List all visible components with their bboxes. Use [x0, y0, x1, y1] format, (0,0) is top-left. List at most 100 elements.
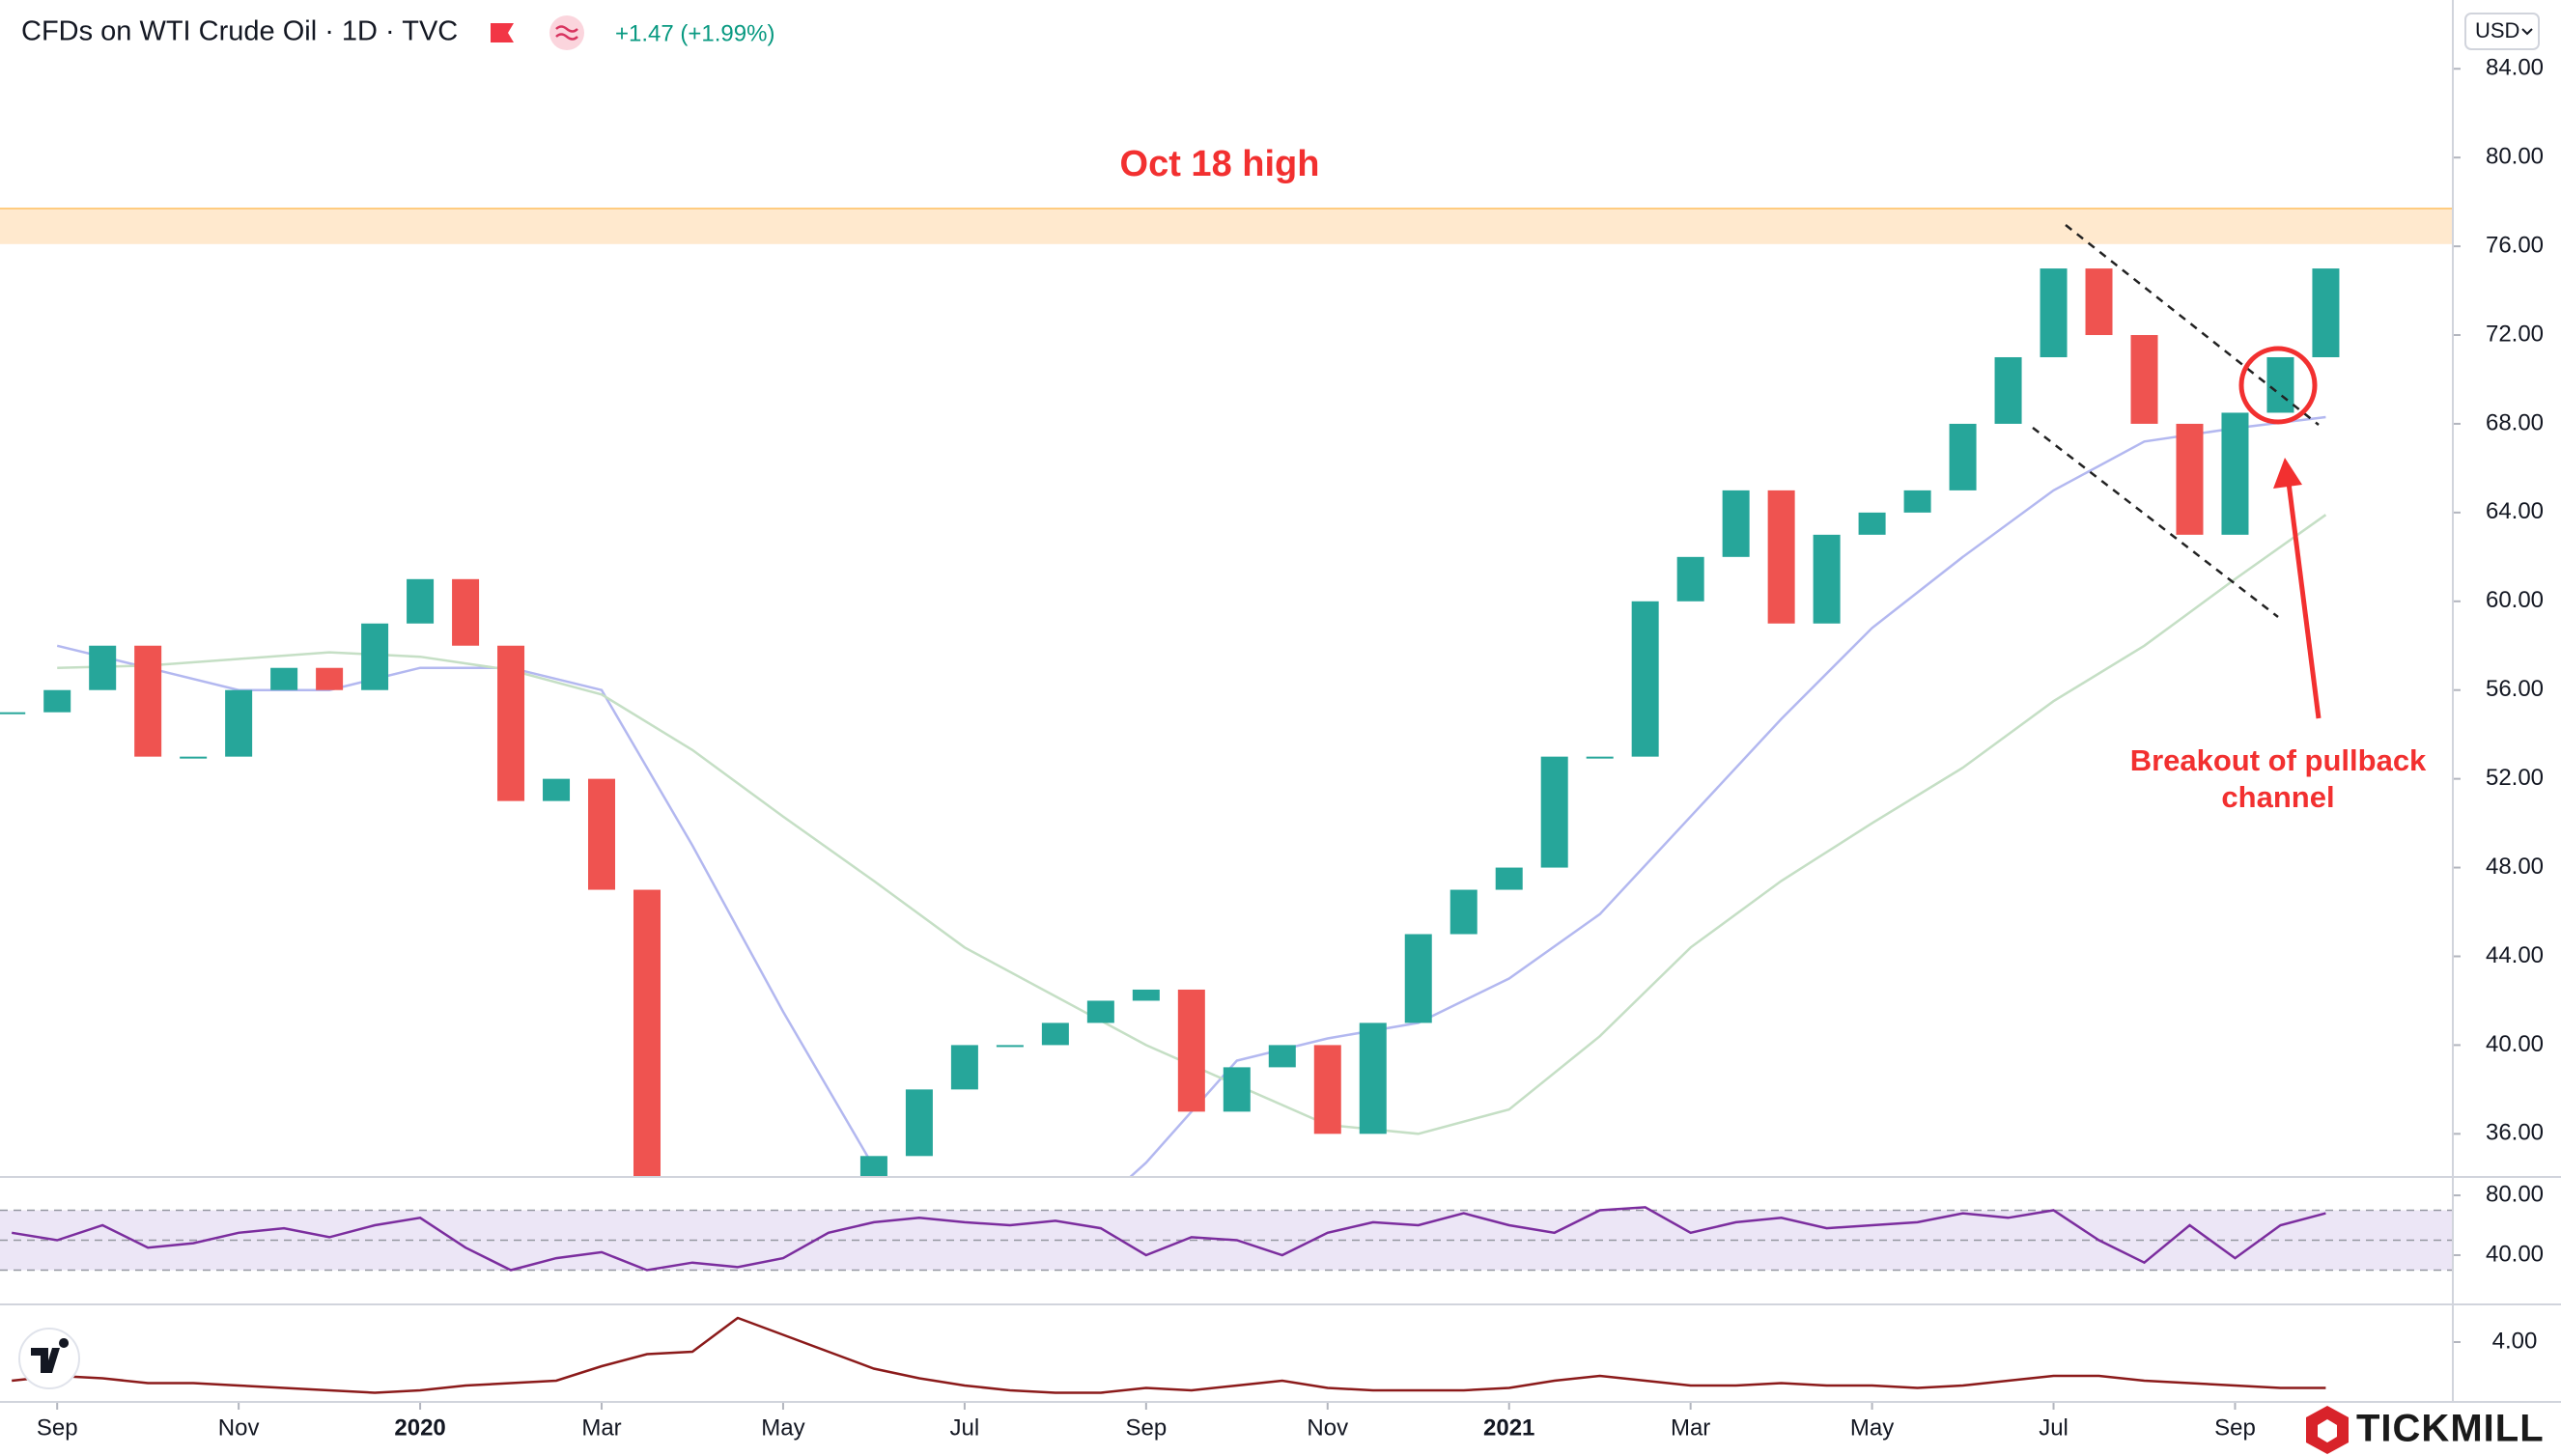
candle [2266, 356, 2294, 413]
candle [1449, 889, 1478, 935]
candle [2221, 412, 2249, 535]
candle [134, 645, 162, 757]
indicator-icon[interactable] [549, 15, 584, 50]
candle [905, 1089, 933, 1157]
x-tick-label: Nov [1307, 1414, 1348, 1441]
candle [43, 689, 71, 713]
y-tick-label: 52.00 [2486, 765, 2544, 791]
candle [1313, 1045, 1341, 1134]
x-tick-label: Jul [950, 1414, 980, 1441]
candle [1495, 867, 1523, 890]
indicator-line [12, 1316, 2326, 1394]
y-tick-label: 76.00 [2486, 232, 2544, 258]
y-tick-label: 48.00 [2486, 854, 2544, 880]
indicator-glyph [555, 25, 578, 41]
x-tick-label: May [1850, 1414, 1894, 1441]
price-pane [0, 208, 2453, 1176]
candle [316, 667, 344, 690]
candle [859, 1156, 887, 1176]
y-tick-label: 72.00 [2486, 321, 2544, 347]
candle [361, 623, 389, 690]
x-tick-label: Sep [1125, 1414, 1167, 1441]
candle [1676, 556, 1704, 602]
candle [1404, 934, 1432, 1023]
candle [2176, 423, 2204, 535]
candle [1086, 1000, 1114, 1023]
rsi-pane [0, 1206, 2453, 1272]
header: CFDs on WTI Crude Oil · 1D · TVC +1.47 (… [21, 13, 2540, 50]
brand: TICKMILL [2306, 1406, 2545, 1454]
y-tick-label: 40.00 [2486, 1241, 2544, 1267]
indicator-pane [12, 1316, 2326, 1394]
candle [2040, 268, 2068, 357]
tradingview-logo [18, 1328, 80, 1389]
candle [1949, 423, 1977, 490]
y-tick-label: 44.00 [2486, 942, 2544, 968]
brand-icon-inner [2318, 1419, 2337, 1442]
candle [225, 689, 253, 757]
candle [1359, 1022, 1387, 1134]
x-tick-label: Nov [218, 1414, 260, 1441]
candle [1903, 490, 1931, 513]
candle [407, 578, 435, 624]
candle [2312, 268, 2340, 357]
x-tick-label: Sep [2214, 1414, 2256, 1441]
x-tick-label: Sep [37, 1414, 78, 1441]
y-tick-label: 80.00 [2486, 144, 2544, 170]
candle [1132, 989, 1160, 1001]
arrow-head [2273, 458, 2302, 489]
x-tick-label: 2020 [394, 1414, 445, 1441]
y-tick-label: 4.00 [2492, 1328, 2538, 1354]
candle [996, 1045, 1024, 1048]
candle [1268, 1045, 1296, 1068]
x-tick-label: Jul [2039, 1414, 2068, 1441]
x-tick-label: 2021 [1483, 1414, 1534, 1441]
y-tick-label: 36.00 [2486, 1120, 2544, 1146]
symbol-title: CFDs on WTI Crude Oil · 1D · TVC [21, 16, 458, 47]
candle [1813, 534, 1841, 624]
x-tick-label: May [761, 1414, 804, 1441]
candle [497, 645, 525, 801]
y-tick-label: 60.00 [2486, 587, 2544, 613]
y-tick-label: 40.00 [2486, 1031, 2544, 1057]
note-line: Breakout of pullback [2130, 743, 2427, 777]
candle [633, 889, 661, 1176]
arrow-shaft [2286, 482, 2322, 719]
candle [950, 1045, 978, 1090]
y-tick-label: 56.00 [2486, 676, 2544, 702]
candle [543, 778, 571, 801]
candle [1540, 756, 1568, 868]
band-label: Oct 18 high [1120, 144, 1320, 184]
candle [452, 578, 480, 646]
candle [270, 667, 298, 690]
breakout-circle [2238, 346, 2318, 425]
y-tick-label: 80.00 [2486, 1181, 2544, 1207]
logo-glyph [31, 1338, 70, 1373]
candle [1041, 1022, 1069, 1046]
annotations: Oct 18 high Breakout of pullback channel [1120, 144, 2428, 814]
y-tick-label: 84.00 [2486, 55, 2544, 81]
currency-button[interactable] [2464, 13, 2540, 50]
flag-icon[interactable] [491, 23, 514, 42]
y-tick-label: 68.00 [2486, 409, 2544, 435]
candle [89, 645, 117, 690]
candle [588, 778, 616, 890]
candle [1586, 756, 1614, 759]
note-line: channel [2221, 780, 2334, 814]
y-tick-label: 64.00 [2486, 498, 2544, 524]
x-tick-label: Mar [581, 1414, 621, 1441]
candle [1631, 601, 1659, 757]
candle [0, 712, 26, 714]
indicator-line [11, 1206, 2326, 1272]
brand-name: TICKMILL [2356, 1408, 2545, 1450]
candle [180, 756, 208, 759]
candle [1223, 1067, 1251, 1112]
candle [1722, 490, 1750, 557]
x-tick-label: Mar [1671, 1414, 1710, 1441]
highlight-band [0, 209, 2453, 244]
channel-upper [2065, 224, 2320, 426]
chevron [2521, 28, 2533, 36]
candle [1858, 512, 1886, 535]
price-change: +1.47 (+1.99%) [615, 20, 774, 46]
